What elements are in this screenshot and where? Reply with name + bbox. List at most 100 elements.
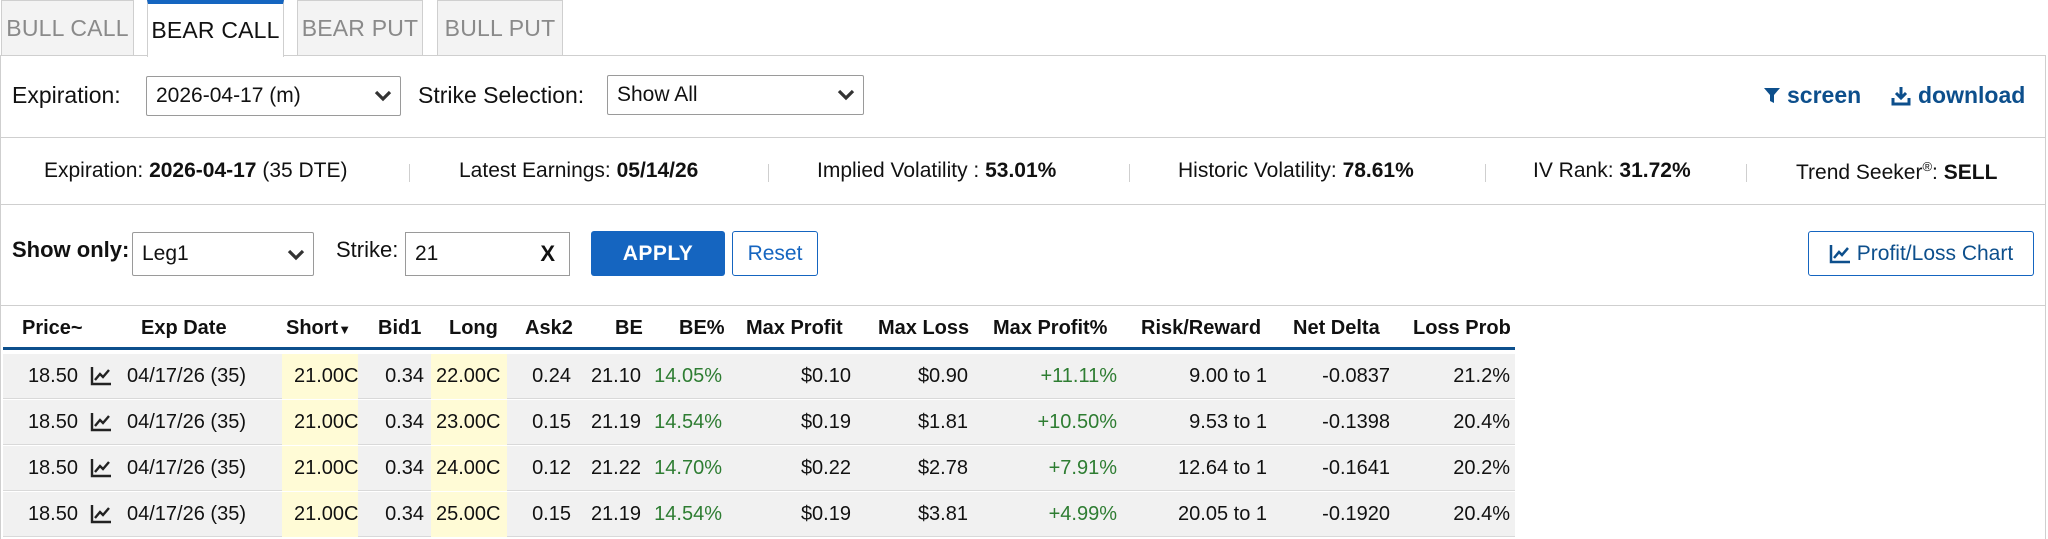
cell-price: 18.50 xyxy=(27,365,78,387)
cell-max-loss: $1.81 xyxy=(917,411,968,433)
show-only-label: Show only: xyxy=(12,237,130,262)
col-risk-reward[interactable]: Risk/Reward xyxy=(1141,317,1262,339)
cell-risk-reward: 9.53 to 1 xyxy=(1189,411,1267,433)
line-chart-icon[interactable] xyxy=(90,504,112,530)
stat-trend-colon: : xyxy=(1932,161,1938,184)
divider xyxy=(1129,164,1130,182)
profit-loss-chart-button[interactable]: Profit/Loss Chart xyxy=(1808,231,2034,276)
cell-short: 21.00C xyxy=(294,411,359,433)
table-row[interactable]: 18.50 04/17/26 (35) 21.00C 0.34 23.00C 0.15 21… xyxy=(3,400,1515,445)
stat-historic-volatility: Historic Volatility: 78.61% xyxy=(1178,159,1414,183)
cell-long: 22.00C xyxy=(436,365,501,387)
tab-bull-call[interactable]: BULL CALL xyxy=(1,0,134,56)
cell-bid1: 0.34 xyxy=(385,457,424,479)
screen-link[interactable]: screen xyxy=(1764,82,1861,109)
stat-ivrank-value: 31.72% xyxy=(1619,159,1691,182)
line-chart-icon[interactable] xyxy=(90,366,112,392)
stat-expiration-label: Expiration: xyxy=(44,159,144,182)
strike-input[interactable]: 21 X xyxy=(405,232,570,276)
stat-ivrank-label: IV Rank: xyxy=(1533,159,1614,182)
apply-button[interactable]: APPLY xyxy=(591,231,725,276)
strike-selection-value: Show All xyxy=(617,83,698,106)
cell-price: 18.50 xyxy=(27,411,78,433)
cell-max-profit: $0.10 xyxy=(800,365,851,387)
table-row[interactable]: 18.50 04/17/26 (35) 21.00C 0.34 24.00C 0.12 21… xyxy=(3,446,1515,491)
col-loss-prob[interactable]: Loss Prob xyxy=(1413,317,1511,339)
filter-bar: Show only: Leg1 Strike: 21 X xyxy=(1,206,2045,306)
divider xyxy=(768,164,769,182)
highlight-cell-bg xyxy=(282,492,358,537)
tab-bull-put[interactable]: BULL PUT xyxy=(437,0,563,56)
stat-trend-value: SELL xyxy=(1943,161,1998,184)
highlight-cell-bg xyxy=(282,446,358,491)
chevron-down-icon xyxy=(374,90,392,102)
cell-max-loss: $3.81 xyxy=(917,503,968,525)
cell-max-profit: $0.19 xyxy=(800,503,851,525)
line-chart-icon xyxy=(1829,244,1850,263)
cell-max-profit-pct: +7.91% xyxy=(1048,457,1117,479)
col-net-delta[interactable]: Net Delta xyxy=(1293,317,1380,339)
col-ask2[interactable]: Ask2 xyxy=(525,317,573,339)
cell-ask2: 0.12 xyxy=(532,457,571,479)
col-be-pct[interactable]: BE% xyxy=(679,317,725,339)
line-chart-icon[interactable] xyxy=(90,412,112,438)
cell-be-pct: 14.70% xyxy=(654,457,722,479)
filter-icon xyxy=(1764,87,1780,103)
cell-risk-reward: 12.64 to 1 xyxy=(1178,457,1267,479)
table-row[interactable]: 18.50 04/17/26 (35) 21.00C 0.34 22.00C 0.24 21… xyxy=(3,354,1515,399)
table-header: Price~ Exp Date Short▼ Bid1 Long Ask2 BE… xyxy=(3,308,1515,350)
stat-expiration-dte: (35 DTE) xyxy=(262,159,348,182)
cell-short: 21.00C xyxy=(294,503,359,525)
col-max-profit[interactable]: Max Profit xyxy=(746,317,843,339)
col-exp-date[interactable]: Exp Date xyxy=(141,317,227,339)
show-only-select[interactable]: Leg1 xyxy=(132,232,314,276)
col-bid1[interactable]: Bid1 xyxy=(378,317,422,339)
cell-price: 18.50 xyxy=(27,503,78,525)
expiration-select[interactable]: 2026-04-17 (m) xyxy=(146,76,401,116)
cell-net-delta: -0.0837 xyxy=(1322,365,1390,387)
col-short[interactable]: Short▼ xyxy=(286,317,351,340)
cell-net-delta: -0.1398 xyxy=(1322,411,1390,433)
reset-button[interactable]: Reset xyxy=(732,231,818,276)
stat-iv-rank: IV Rank: 31.72% xyxy=(1533,159,1691,183)
cell-be: 21.19 xyxy=(590,503,641,525)
sort-desc-icon: ▼ xyxy=(338,322,352,337)
cell-long: 25.00C xyxy=(436,503,501,525)
stat-hv-value: 78.61% xyxy=(1342,159,1414,182)
download-label: download xyxy=(1918,82,2026,108)
clear-icon[interactable]: X xyxy=(540,241,555,266)
cell-ask2: 0.24 xyxy=(532,365,571,387)
strike-selection-select[interactable]: Show All xyxy=(607,75,864,115)
strike-input-value: 21 xyxy=(415,242,439,265)
tab-bear-put[interactable]: BEAR PUT xyxy=(297,0,423,56)
cell-short: 21.00C xyxy=(294,365,359,387)
highlight-cell-bg xyxy=(282,400,358,445)
col-max-profit-pct[interactable]: Max Profit% xyxy=(993,317,1108,339)
col-long[interactable]: Long xyxy=(449,317,498,339)
cell-max-profit: $0.19 xyxy=(800,411,851,433)
cell-loss-prob: 20.4% xyxy=(1453,411,1510,433)
table-row[interactable]: 18.50 04/17/26 (35) 21.00C 0.34 25.00C 0.15 21… xyxy=(3,492,1515,537)
highlight-cell-bg xyxy=(431,400,507,445)
col-be[interactable]: BE xyxy=(615,317,643,339)
strategy-panel: Expiration: 2026-04-17 (m) Strike Select… xyxy=(0,55,2046,539)
show-only-value: Leg1 xyxy=(142,242,189,265)
stat-iv-label: Implied Volatility : xyxy=(817,159,980,182)
line-chart-icon[interactable] xyxy=(90,458,112,484)
strike-selection-label: Strike Selection: xyxy=(418,82,585,108)
download-link[interactable]: download xyxy=(1891,82,2025,109)
tab-bear-call[interactable]: BEAR CALL xyxy=(147,0,284,57)
chevron-down-icon xyxy=(837,89,855,101)
stat-expiration: Expiration: 2026-04-17 (35 DTE) xyxy=(44,159,348,183)
cell-be: 21.10 xyxy=(590,365,641,387)
options-toolbar: Expiration: 2026-04-17 (m) Strike Select… xyxy=(1,56,2045,138)
highlight-cell-bg xyxy=(431,446,507,491)
cell-max-profit-pct: +11.11% xyxy=(1040,365,1117,387)
stat-earnings-value: 05/14/26 xyxy=(616,159,699,182)
col-price[interactable]: Price~ xyxy=(22,317,83,339)
cell-loss-prob: 20.4% xyxy=(1453,503,1510,525)
cell-price: 18.50 xyxy=(27,457,78,479)
cell-long: 23.00C xyxy=(436,411,501,433)
divider xyxy=(1746,164,1747,182)
col-max-loss[interactable]: Max Loss xyxy=(878,317,970,339)
